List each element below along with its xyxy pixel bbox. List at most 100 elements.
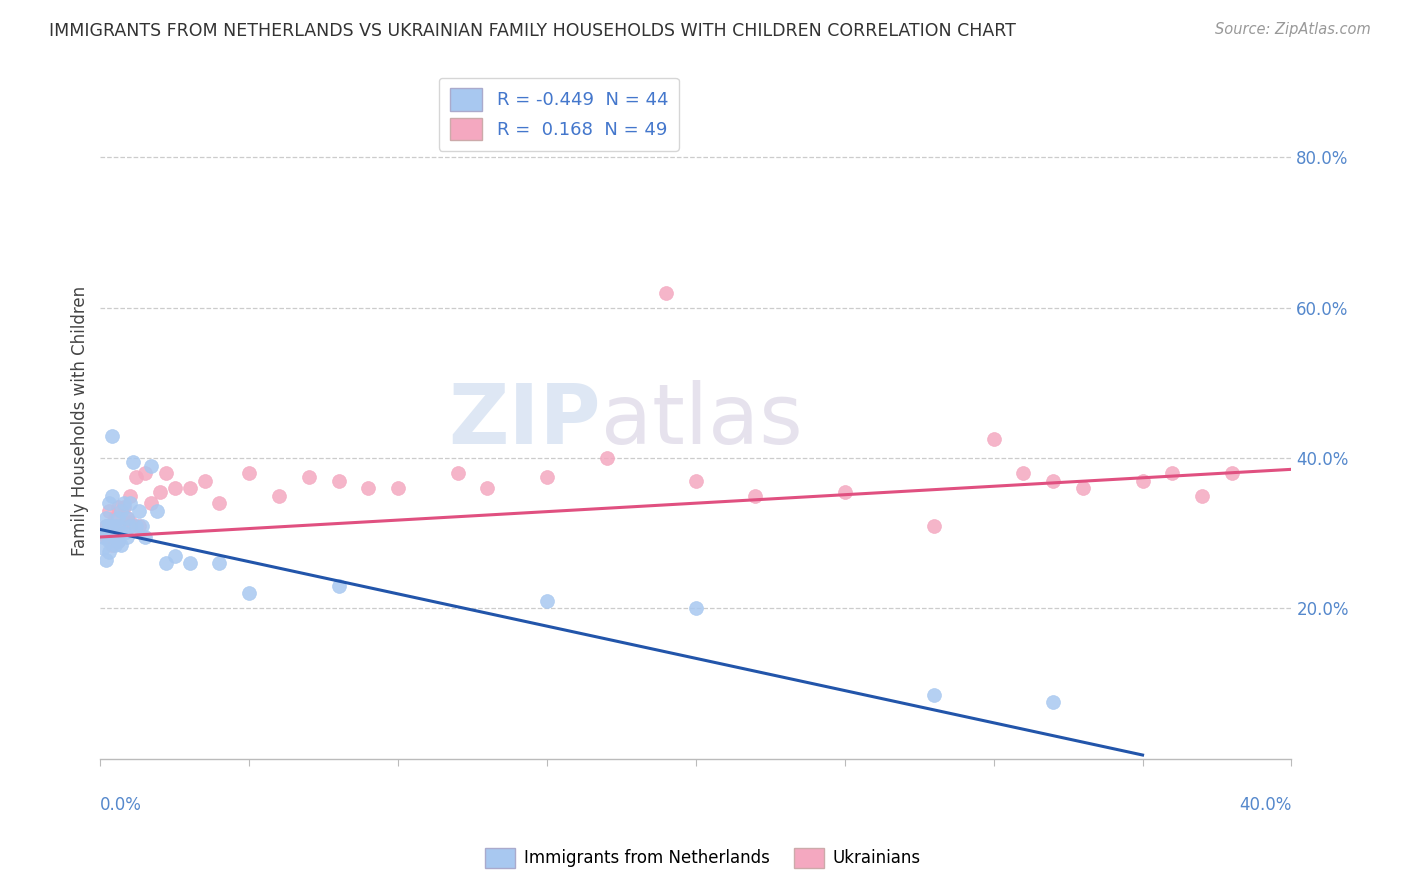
Point — [107, 500, 129, 514]
Point — [91, 526, 114, 541]
Point — [163, 481, 186, 495]
Point — [101, 526, 124, 541]
Y-axis label: Family Households with Children: Family Households with Children — [72, 285, 89, 556]
Point — [120, 496, 142, 510]
Point — [125, 470, 148, 484]
Point — [922, 688, 945, 702]
Point — [194, 474, 217, 488]
Point — [125, 518, 148, 533]
Point — [91, 541, 114, 556]
Point — [477, 481, 499, 495]
Point — [107, 533, 129, 548]
Point — [107, 533, 129, 548]
Point — [1191, 489, 1213, 503]
Point — [98, 533, 121, 548]
Point — [120, 489, 142, 503]
Point — [110, 537, 132, 551]
Point — [115, 511, 138, 525]
Point — [96, 552, 118, 566]
Point — [744, 489, 766, 503]
Point — [101, 537, 124, 551]
Point — [655, 285, 678, 300]
Point — [101, 428, 124, 442]
Point — [983, 432, 1005, 446]
Point — [98, 545, 121, 559]
Point — [146, 504, 169, 518]
Point — [1071, 481, 1094, 495]
Point — [104, 526, 127, 541]
Point — [96, 530, 118, 544]
Point — [107, 518, 129, 533]
Point — [96, 526, 118, 541]
Point — [1042, 474, 1064, 488]
Point — [155, 466, 177, 480]
Point — [101, 489, 124, 503]
Text: IMMIGRANTS FROM NETHERLANDS VS UKRAINIAN FAMILY HOUSEHOLDS WITH CHILDREN CORRELA: IMMIGRANTS FROM NETHERLANDS VS UKRAINIAN… — [49, 22, 1017, 40]
Point — [1161, 466, 1184, 480]
Point — [1042, 695, 1064, 709]
Point — [104, 537, 127, 551]
Point — [387, 481, 409, 495]
Point — [922, 518, 945, 533]
Point — [112, 496, 135, 510]
Point — [134, 466, 156, 480]
Text: atlas: atlas — [600, 380, 803, 461]
Legend: Immigrants from Netherlands, Ukrainians: Immigrants from Netherlands, Ukrainians — [478, 841, 928, 875]
Text: ZIP: ZIP — [449, 380, 600, 461]
Text: 40.0%: 40.0% — [1239, 796, 1292, 814]
Point — [447, 466, 470, 480]
Point — [595, 451, 617, 466]
Point — [536, 470, 558, 484]
Point — [179, 557, 201, 571]
Point — [536, 594, 558, 608]
Legend: R = -0.449  N = 44, R =  0.168  N = 49: R = -0.449 N = 44, R = 0.168 N = 49 — [439, 78, 679, 151]
Point — [208, 496, 231, 510]
Point — [104, 530, 127, 544]
Point — [357, 481, 380, 495]
Point — [98, 504, 121, 518]
Point — [104, 518, 127, 533]
Point — [98, 496, 121, 510]
Point — [96, 511, 118, 525]
Point — [238, 586, 260, 600]
Text: 0.0%: 0.0% — [100, 796, 142, 814]
Point — [98, 518, 121, 533]
Point — [104, 511, 127, 525]
Point — [328, 579, 350, 593]
Point — [328, 474, 350, 488]
Point — [1132, 474, 1154, 488]
Point — [98, 526, 121, 541]
Point — [131, 518, 153, 533]
Point — [101, 518, 124, 533]
Point — [155, 557, 177, 571]
Point — [91, 530, 114, 544]
Point — [134, 530, 156, 544]
Point — [112, 526, 135, 541]
Point — [96, 518, 118, 533]
Point — [139, 496, 162, 510]
Point — [1012, 466, 1035, 480]
Text: Source: ZipAtlas.com: Source: ZipAtlas.com — [1215, 22, 1371, 37]
Point — [115, 511, 138, 525]
Point — [96, 518, 118, 533]
Point — [120, 518, 142, 533]
Point — [149, 484, 172, 499]
Point — [267, 489, 290, 503]
Point — [834, 484, 856, 499]
Point — [110, 518, 132, 533]
Point — [110, 504, 132, 518]
Point — [685, 474, 707, 488]
Point — [298, 470, 321, 484]
Point — [112, 500, 135, 514]
Point — [107, 511, 129, 525]
Point — [115, 530, 138, 544]
Point — [179, 481, 201, 495]
Point — [139, 458, 162, 473]
Point — [685, 601, 707, 615]
Point — [128, 518, 150, 533]
Point — [163, 549, 186, 563]
Point — [120, 515, 142, 529]
Point — [1220, 466, 1243, 480]
Point — [208, 557, 231, 571]
Point — [238, 466, 260, 480]
